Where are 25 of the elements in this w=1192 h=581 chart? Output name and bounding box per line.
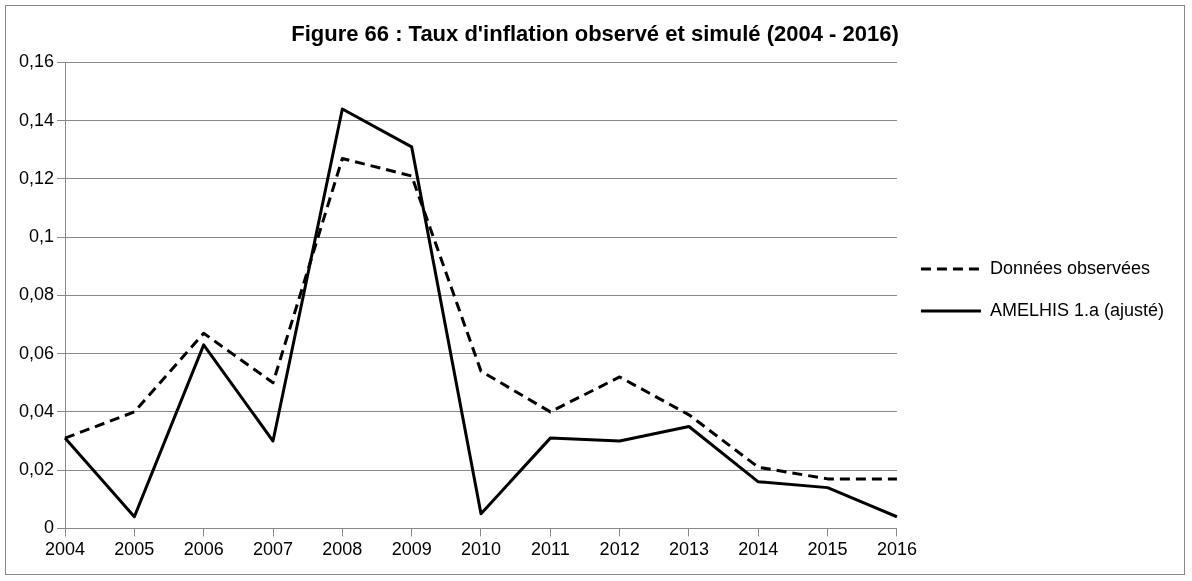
x-tick-label: 2014 xyxy=(738,539,779,560)
x-tick-label: 2009 xyxy=(391,539,432,560)
y-tick-label: 0,08 xyxy=(18,284,55,305)
y-tick-label: 0,02 xyxy=(18,459,55,480)
y-tick-label: 0,12 xyxy=(18,167,55,188)
x-tick-label: 2012 xyxy=(599,539,640,560)
x-tick-label: 2006 xyxy=(183,539,224,560)
x-tick-label: 2015 xyxy=(807,539,848,560)
x-tick-label: 2004 xyxy=(45,539,86,560)
y-tick-label: 0,04 xyxy=(18,400,55,421)
x-tick-label: 2016 xyxy=(876,539,917,560)
x-tick-label: 2007 xyxy=(252,539,294,560)
y-tick-label: 0,14 xyxy=(18,109,55,130)
y-tick-label: 0,1 xyxy=(29,226,55,247)
chart-title: Figure 66 : Taux d'inflation observé et simulé (2004 - 2016) xyxy=(291,21,899,47)
y-tick-label: 0,06 xyxy=(18,342,55,363)
y-tick-label: 0,16 xyxy=(18,51,55,72)
legend-label: AMELHIS 1.a (ajusté) xyxy=(989,299,1165,320)
x-tick-label: 2008 xyxy=(322,539,363,560)
legend-label: Données observées xyxy=(989,257,1151,278)
x-tick-label: 2013 xyxy=(668,539,709,560)
x-tick-label: 2005 xyxy=(114,539,155,560)
x-tick-label: 2011 xyxy=(530,539,570,560)
x-tick-label: 2010 xyxy=(460,539,502,560)
y-tick-label: 0 xyxy=(44,517,55,538)
